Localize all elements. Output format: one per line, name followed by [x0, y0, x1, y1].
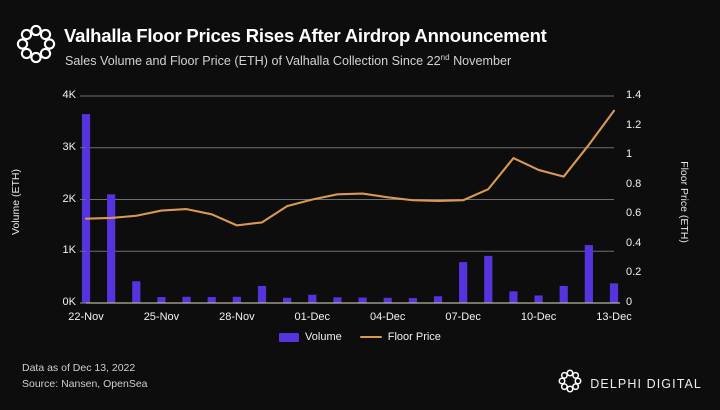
y-tick-label-right: 0.6 [626, 207, 642, 220]
volume-bar [207, 297, 216, 303]
volume-bar [333, 297, 342, 303]
footer-source: Source: Nansen, OpenSea [22, 378, 148, 390]
volume-bar [433, 296, 443, 303]
y-tick-label-right: 1.4 [626, 89, 642, 101]
y-axis-ticks-left [80, 95, 86, 304]
volume-bar [283, 297, 292, 303]
x-tick-label: 07-Dec [445, 311, 481, 323]
volume-bar [609, 283, 619, 303]
floor-price-line [84, 109, 616, 227]
volume-bar [509, 291, 518, 303]
x-tick-label: 22-Nov [68, 311, 104, 323]
volume-bar [459, 262, 468, 303]
footer-brand-text: DELPHI DIGITAL [590, 376, 702, 391]
footer-data-as-of: Data as of Dec 13, 2022 [22, 362, 136, 374]
delphi-ring-logo-icon [557, 368, 583, 399]
volume-bars [81, 114, 619, 303]
chart-subtitle-post: November [449, 54, 512, 69]
volume-bar [132, 281, 141, 303]
volume-bar [484, 255, 493, 303]
volume-bar [257, 285, 267, 303]
gridlines [86, 95, 614, 252]
legend-item[interactable]: Floor Price [359, 331, 441, 343]
volume-bar [232, 296, 241, 303]
chart-subtitle-pre: Sales Volume and Floor Price (ETH) of Va… [65, 54, 441, 69]
legend-bar-swatch-icon [279, 332, 300, 342]
volume-bar [81, 114, 91, 303]
legend-label: Volume [305, 331, 342, 343]
x-tick-label: 28-Nov [219, 311, 255, 323]
delphi-ring-logo-icon [14, 22, 58, 66]
volume-bar [408, 298, 417, 303]
volume-bar [308, 294, 317, 303]
volume-bar [584, 245, 593, 303]
page-title: Valhalla Floor Prices Rises After Airdro… [64, 25, 547, 46]
x-tick-label: 13-Dec [596, 311, 632, 323]
y-tick-label-left: 0K [62, 296, 76, 308]
chart-subtitle-ordinal: nd [440, 53, 450, 62]
y-tick-label-right: 0.8 [626, 177, 642, 190]
volume-bar [157, 297, 166, 303]
y-tick-label-right: 1.2 [626, 118, 642, 131]
volume-bar [107, 194, 116, 303]
y-tick-label-right: 1 [626, 148, 633, 161]
volume-bar [559, 285, 568, 303]
legend-item[interactable]: Volume [279, 331, 342, 343]
chart-legend: Volume Floor Price [0, 331, 720, 343]
chart-header: Valhalla Floor Prices Rises After Airdro… [0, 0, 720, 82]
volume-bar [358, 297, 367, 303]
legend-label: Floor Price [387, 331, 441, 343]
x-tick-label: 25-Nov [143, 311, 180, 323]
y-axis-title-left: Volume (ETH) [10, 169, 22, 235]
x-tick-label: 04-Dec [369, 311, 406, 323]
footer-brand: DELPHI DIGITAL [557, 368, 702, 399]
y-tick-label-right: 0.4 [626, 236, 642, 249]
y-tick-label-right: 0.2 [626, 266, 642, 279]
y-tick-label-left: 1K [62, 244, 76, 257]
volume-bar [383, 297, 392, 303]
y-tick-label-left: 2K [62, 192, 76, 205]
volume-bar [182, 296, 191, 303]
y-tick-label-left: 3K [62, 140, 76, 153]
y-tick-label-left: 4K [62, 89, 76, 101]
x-tick-label: 01-Dec [294, 311, 331, 323]
chart-footer: Data as of Dec 13, 2022 Source: Nansen, … [0, 356, 720, 405]
volume-bar [534, 295, 543, 303]
y-axis-title-right: Floor Price (ETH) [678, 161, 690, 243]
y-tick-label-right: 0 [626, 296, 633, 308]
x-tick-label: 10-Dec [520, 311, 557, 323]
legend-line-swatch-icon [359, 335, 382, 339]
chart-subtitle: Sales Volume and Floor Price (ETH) of Va… [65, 53, 511, 68]
